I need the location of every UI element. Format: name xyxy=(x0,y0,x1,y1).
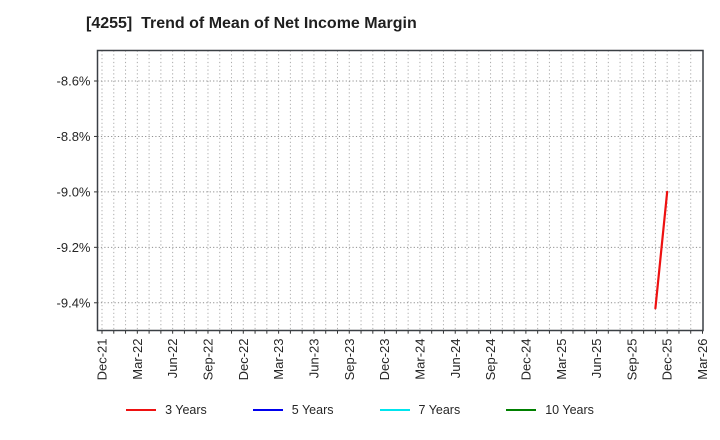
x-tick-label: Sep-23 xyxy=(342,339,357,381)
x-tick-label: Jun-22 xyxy=(165,339,180,379)
x-tick-label: Mar-24 xyxy=(412,339,427,380)
y-tick-label: -9.2% xyxy=(57,240,91,255)
y-tick-labels: -8.6% -8.8% -9.0% -9.2% -9.4% xyxy=(57,74,91,311)
chart-title: [4255] Trend of Mean of Net Income Margi… xyxy=(86,15,417,32)
x-tick-label: Dec-23 xyxy=(377,339,392,381)
legend-swatch xyxy=(506,408,537,412)
legend-item-5-years: 5 Years xyxy=(252,403,334,417)
x-tick-label: Jun-23 xyxy=(306,339,321,379)
x-tick-label: Dec-25 xyxy=(660,339,675,381)
y-gridlines xyxy=(97,80,703,304)
tick-marks xyxy=(94,80,703,334)
legend: 3 Years 5 Years 7 Years 10 Years xyxy=(0,403,720,417)
legend-label: 3 Years xyxy=(165,403,207,417)
x-tick-label: Jun-24 xyxy=(448,339,463,379)
legend-swatch xyxy=(252,408,283,412)
legend-item-3-years: 3 Years xyxy=(126,403,207,417)
y-tick-label: -8.6% xyxy=(57,74,91,89)
x-tick-label: Jun-25 xyxy=(589,339,604,379)
legend-label: 10 Years xyxy=(545,403,594,417)
x-tick-labels: Dec-21 Mar-22 Jun-22 Sep-22 Dec-22 Mar-23 Jun-… xyxy=(95,339,710,381)
x-tick-label: Sep-24 xyxy=(483,339,498,381)
x-tick-label: Sep-25 xyxy=(624,339,639,381)
x-tick-label: Mar-23 xyxy=(271,339,286,380)
y-tick-label: -9.0% xyxy=(57,184,91,199)
legend-item-10-years: 10 Years xyxy=(506,403,594,417)
plot-frame xyxy=(96,49,704,332)
legend-swatch xyxy=(379,408,410,412)
legend-label: 5 Years xyxy=(291,403,334,417)
x-tick-label: Mar-22 xyxy=(130,339,145,380)
y-tick-label: -8.8% xyxy=(57,129,91,144)
x-tick-label: Sep-22 xyxy=(201,339,216,381)
x-tick-label: Dec-21 xyxy=(95,339,110,381)
legend-swatch xyxy=(126,408,157,412)
x-tick-label: Mar-26 xyxy=(695,339,710,380)
x-tick-label: Dec-22 xyxy=(236,339,251,381)
x-tick-label: Mar-25 xyxy=(554,339,569,380)
series-line-3-years xyxy=(654,190,669,310)
x-tick-label: Dec-24 xyxy=(518,339,533,381)
y-tick-label: -9.4% xyxy=(57,295,91,310)
x-gridlines xyxy=(101,50,692,331)
legend-label: 7 Years xyxy=(418,403,461,417)
legend-item-7-years: 7 Years xyxy=(379,403,461,417)
